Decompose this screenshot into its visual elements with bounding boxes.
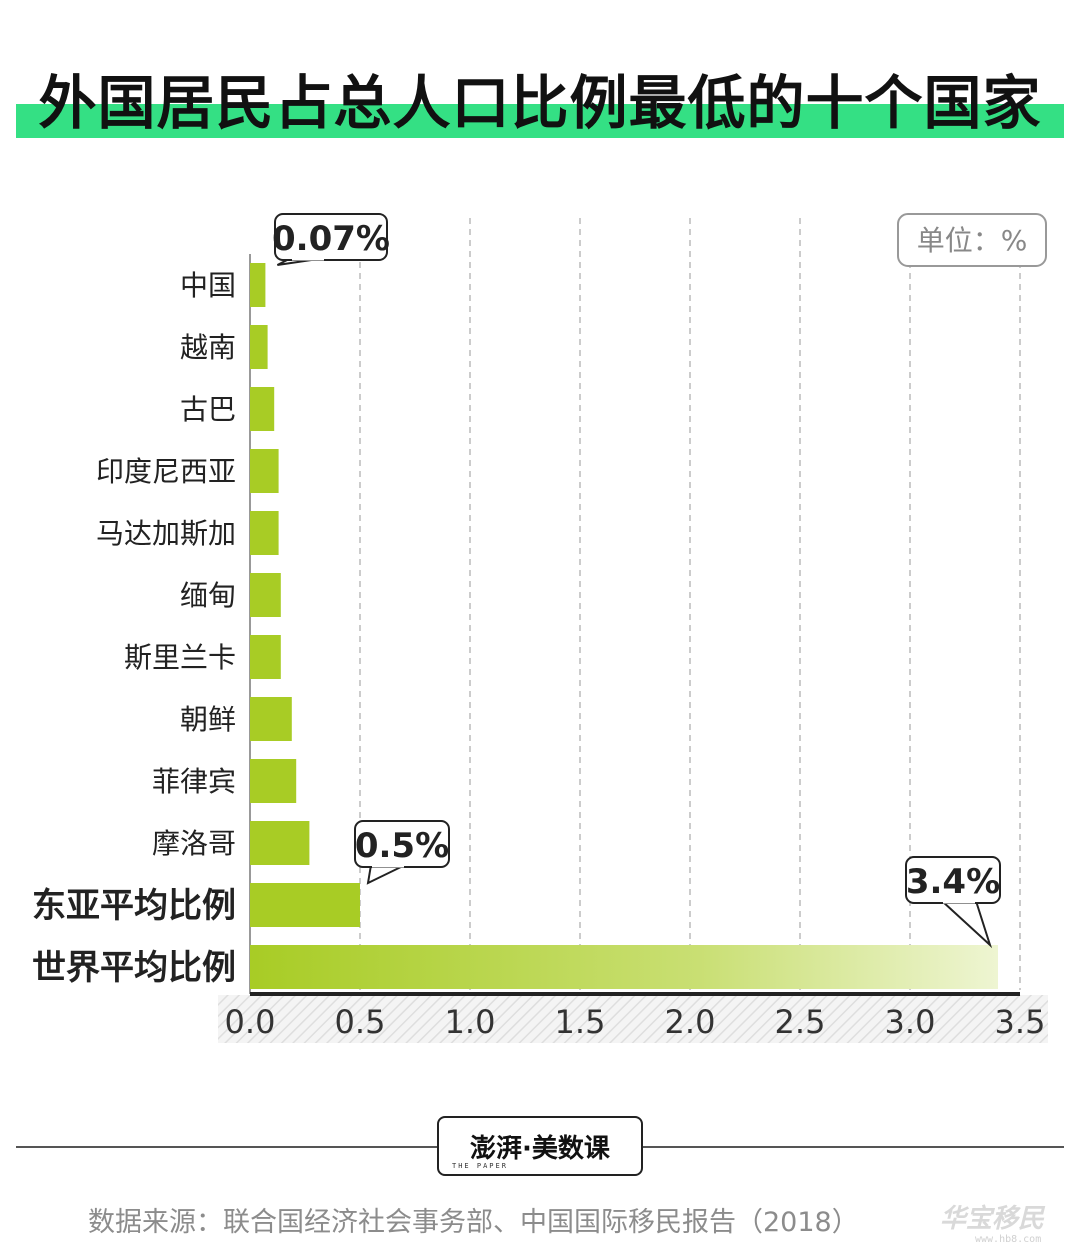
- bar: [250, 511, 279, 555]
- category-label: 朝鲜: [180, 703, 236, 736]
- category-label: 东亚平均比例: [32, 886, 236, 926]
- source-note: 数据来源：联合国经济社会事务部、中国国际移民报告（2018）: [88, 1207, 859, 1238]
- bar: [250, 945, 998, 989]
- chart-title: 外国居民占总人口比例最低的十个国家: [38, 69, 1042, 137]
- category-label: 中国: [180, 269, 236, 302]
- category-label: 缅甸: [180, 579, 236, 612]
- bar: [250, 449, 279, 493]
- unit-box: 单位：%: [897, 213, 1047, 267]
- bar: [250, 635, 281, 679]
- gridlines: [249, 218, 1021, 994]
- rule-left: [16, 1146, 437, 1148]
- x-tick-label: 1.5: [555, 1003, 606, 1041]
- callout-pointer: [366, 864, 406, 885]
- bar: [250, 821, 310, 865]
- callout-pointer: [941, 900, 993, 949]
- bar: [250, 325, 268, 369]
- x-axis-band: [218, 995, 1048, 1043]
- title-highlight-band: [16, 104, 1064, 138]
- brand-footer: 澎湃·美数课 THE PAPER: [0, 1110, 1080, 1180]
- category-label: 印度尼西亚: [96, 455, 236, 488]
- category-label: 古巴: [180, 393, 236, 426]
- callout-label: 0.5%: [355, 826, 449, 866]
- unit-label: 单位：%: [917, 224, 1028, 257]
- x-tick-label: 2.5: [775, 1003, 826, 1041]
- x-tick-label: 3.0: [885, 1003, 936, 1041]
- category-label: 摩洛哥: [152, 827, 236, 860]
- callout: 0.5%: [354, 820, 450, 885]
- callout-label: 0.07%: [272, 219, 390, 259]
- bar: [250, 263, 266, 307]
- category-label: 菲律宾: [152, 765, 236, 798]
- category-labels: 中国越南古巴印度尼西亚马达加斯加缅甸斯里兰卡朝鲜菲律宾摩洛哥东亚平均比例世界平均…: [32, 269, 236, 988]
- category-label: 马达加斯加: [96, 517, 236, 550]
- brand-logo: 澎湃·美数课: [437, 1116, 643, 1176]
- unit-box-frame: [897, 213, 1047, 267]
- callouts: 0.07% 0.5% 3.4%: [272, 213, 1001, 949]
- category-label: 越南: [180, 331, 236, 364]
- x-tick-label: 3.5: [995, 1003, 1046, 1041]
- x-tick-label: 0.5: [335, 1003, 386, 1041]
- callout-label: 3.4%: [906, 862, 1000, 902]
- brand-sub: THE PAPER: [452, 1162, 508, 1170]
- bar: [250, 387, 275, 431]
- title-area: 外国居民占总人口比例最低的十个国家: [0, 0, 1080, 150]
- x-tick-labels: 0.0 0.5 1.0 1.5 2.0 2.5 3.0 3.5: [225, 1003, 1046, 1041]
- category-label: 斯里兰卡: [124, 641, 236, 674]
- callout: 0.07%: [272, 213, 390, 266]
- callout: 3.4%: [905, 856, 1001, 949]
- bar: [250, 759, 297, 803]
- category-label: 世界平均比例: [32, 948, 236, 988]
- bars: [250, 263, 998, 989]
- bar: [250, 697, 292, 741]
- x-tick-label: 1.0: [445, 1003, 496, 1041]
- callout-box: [274, 213, 388, 261]
- bar-chart: 中国越南古巴印度尼西亚马达加斯加缅甸斯里兰卡朝鲜菲律宾摩洛哥东亚平均比例世界平均…: [32, 213, 1048, 1043]
- x-tick-label: 2.0: [665, 1003, 716, 1041]
- bar: [250, 883, 360, 927]
- bar: [250, 573, 281, 617]
- rule-right: [643, 1146, 1064, 1148]
- watermark: 华宝移民: [940, 1204, 1045, 1234]
- x-tick-label: 0.0: [225, 1003, 276, 1041]
- watermark-url: www.hb8.com: [975, 1234, 1042, 1245]
